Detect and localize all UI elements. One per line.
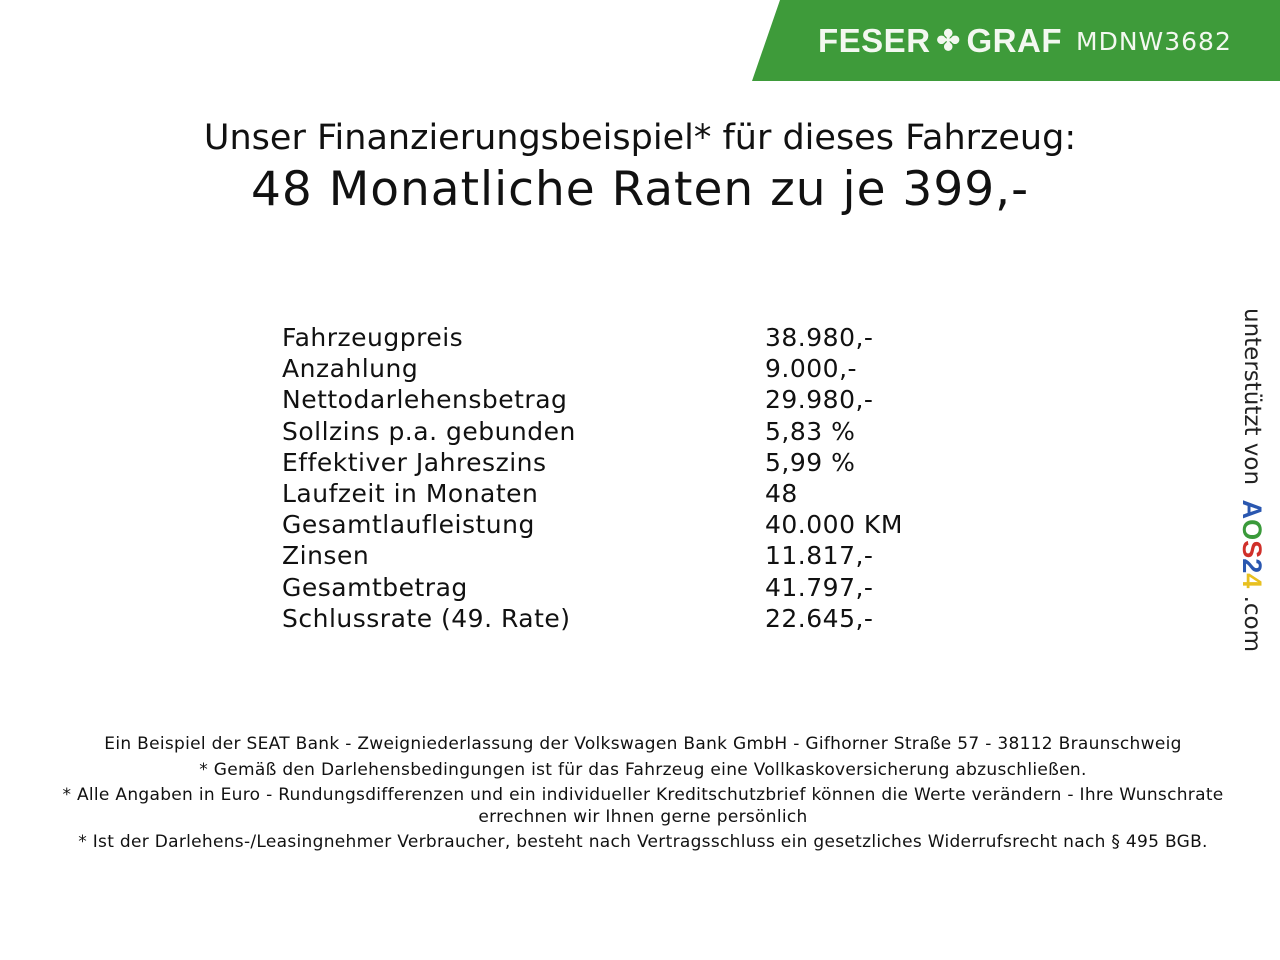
footer-note: * Alle Angaben in Euro - Rundungsdiffere… xyxy=(62,785,1224,827)
logo-letter: A xyxy=(1237,499,1267,520)
row-label: Zinsen xyxy=(282,541,370,571)
row-value: 40.000 KM xyxy=(765,510,903,540)
row-value: 5,99 % xyxy=(765,447,856,477)
row-label: Effektiver Jahreszins xyxy=(282,447,547,477)
supported-by-text: unterstützt von xyxy=(1239,308,1265,486)
table-row: Nettodarlehensbetrag 29.980,- xyxy=(282,384,903,415)
table-row: Laufzeit in Monaten 48 xyxy=(282,478,903,509)
row-value: 22.645,- xyxy=(765,603,874,633)
brand-right: GRAF xyxy=(966,22,1062,59)
footer-note: * Ist der Darlehens-/Leasingnehmer Verbr… xyxy=(78,832,1208,852)
row-value: 11.817,- xyxy=(765,541,874,571)
row-label: Schlussrate (49. Rate) xyxy=(282,603,571,633)
table-row: Gesamtbetrag 41.797,- xyxy=(282,572,903,603)
row-label: Fahrzeugpreis xyxy=(282,323,464,352)
supported-by-note: unterstützt von AOS24 .com xyxy=(1236,308,1267,652)
logo-letter: S xyxy=(1237,540,1267,559)
table-row: Effektiver Jahreszins 5,99 % xyxy=(282,447,903,478)
table-row: Schlussrate (49. Rate) 22.645,- xyxy=(282,603,903,634)
table-row: Gesamtlaufleistung 40.000 KM xyxy=(282,509,903,540)
table-row: Zinsen 11.817,- xyxy=(282,540,903,571)
row-label: Gesamtlaufleistung xyxy=(282,510,535,540)
vehicle-code: MDNW3682 xyxy=(1076,26,1232,56)
row-label: Gesamtbetrag xyxy=(282,572,468,602)
monthly-rate-headline: 48 Monatliche Raten zu je 399,- xyxy=(250,162,1030,217)
row-label: Sollzins p.a. gebunden xyxy=(282,416,576,446)
row-value: 38.980,- xyxy=(765,323,874,352)
row-label: Laufzeit in Monaten xyxy=(282,478,539,508)
table-row: Anzahlung 9.000,- xyxy=(282,353,903,384)
logo-suffix: .com xyxy=(1239,595,1265,653)
row-value: 29.980,- xyxy=(765,385,874,415)
footer-notes: Ein Beispiel der SEAT Bank - Zweignieder… xyxy=(60,734,1226,858)
brand-logo: FESER ✤ GRAF MDNW3682 xyxy=(818,22,1232,60)
footer-note: Ein Beispiel der SEAT Bank - Zweignieder… xyxy=(104,734,1182,754)
logo-letter: O xyxy=(1237,519,1267,541)
row-value: 41.797,- xyxy=(765,572,874,602)
financing-table: Fahrzeugpreis 38.980,- Anzahlung 9.000,- N… xyxy=(282,322,903,634)
row-label: Anzahlung xyxy=(282,354,419,384)
logo-letter: 4 xyxy=(1237,573,1267,589)
row-value: 9.000,- xyxy=(765,354,858,384)
clover-icon: ✤ xyxy=(936,25,961,56)
aos24-logo: AOS24 xyxy=(1237,500,1267,589)
page-title: Unser Finanzierungsbeispiel* für dieses … xyxy=(203,118,1077,158)
brand-left: FESER xyxy=(818,22,931,59)
row-label: Nettodarlehensbetrag xyxy=(282,385,568,415)
brand-banner xyxy=(752,0,1280,81)
row-value: 48 xyxy=(765,478,798,508)
logo-letter: 2 xyxy=(1237,558,1267,574)
table-row: Fahrzeugpreis 38.980,- xyxy=(282,322,903,353)
table-row: Sollzins p.a. gebunden 5,83 % xyxy=(282,416,903,447)
row-value: 5,83 % xyxy=(765,416,856,446)
footer-note: * Gemäß den Darlehensbedingungen ist für… xyxy=(199,759,1087,780)
